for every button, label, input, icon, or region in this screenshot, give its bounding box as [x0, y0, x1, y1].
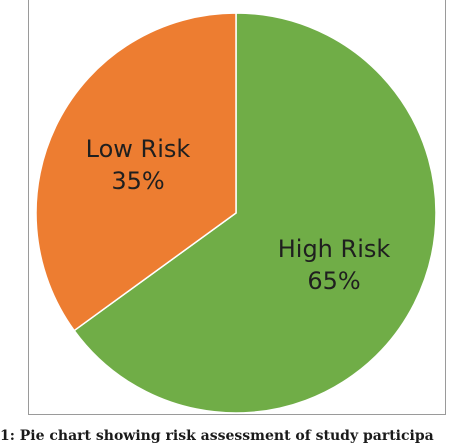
pie-slice-low-risk [35, 12, 237, 332]
slice-name-label: High Risk [278, 235, 391, 263]
pie-chart: High Risk 65% Low Risk 35% [35, 12, 437, 414]
slice-percent-label: 65% [307, 267, 360, 295]
figure-caption: 1: Pie chart showing risk assessment of … [0, 428, 434, 444]
pie-labels: High Risk 65% Low Risk 35% [86, 135, 391, 295]
slice-name-label: Low Risk [86, 135, 191, 163]
chart-frame [28, 0, 446, 415]
pie-slices [35, 12, 437, 414]
pie-slice-high-risk [73, 12, 437, 414]
slice-percent-label: 35% [111, 167, 164, 195]
